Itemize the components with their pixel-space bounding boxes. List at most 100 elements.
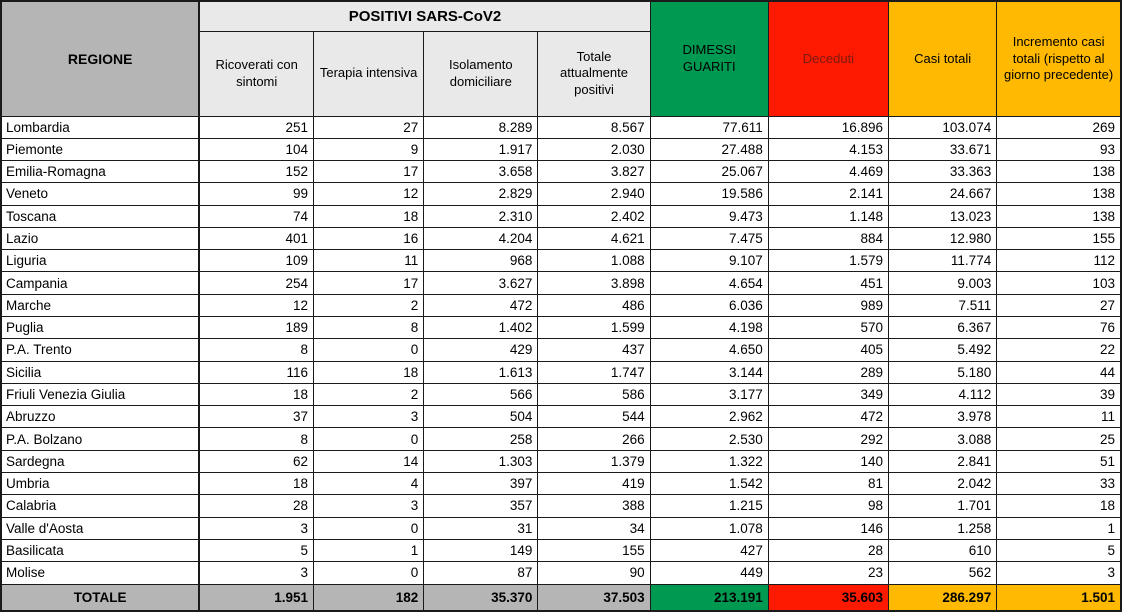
cell-incremento-casi-totali: 93 [996, 137, 1122, 162]
cell-deceduti: 140 [767, 449, 890, 474]
totale-incremento-casi-totali: 1.501 [996, 583, 1122, 612]
cell-ricoverati-con-sintomi: 37 [198, 405, 315, 429]
cell-totale-attualmente-positivi: 1.088 [537, 249, 651, 273]
cell-terapia-intensiva: 3 [313, 494, 425, 518]
cell-ricoverati-con-sintomi: 152 [198, 160, 315, 184]
cell-terapia-intensiva: 18 [313, 204, 425, 228]
cell-casi-totali: 5.180 [888, 360, 998, 384]
cell-isolamento-domiciliare: 1.303 [423, 449, 539, 474]
header-deceduti: Deceduti [767, 0, 890, 117]
cell-ricoverati-con-sintomi: 62 [198, 449, 315, 474]
region-name: Piemonte [0, 137, 201, 162]
cell-dimessi-guariti: 1.215 [649, 494, 769, 518]
region-name: Liguria [0, 249, 201, 273]
cell-terapia-intensiva: 27 [313, 115, 425, 139]
table-row: Campania 254 17 3.627 3.898 4.654 451 9.003 103 [0, 271, 1122, 295]
totale-ricoverati-con-sintomi: 1.951 [198, 583, 315, 612]
cell-incremento-casi-totali: 112 [996, 249, 1122, 273]
header-positivi-sars-cov2: POSITIVI SARS-CoV2 [198, 0, 651, 32]
cell-incremento-casi-totali: 76 [996, 316, 1122, 340]
cell-incremento-casi-totali: 22 [996, 338, 1122, 362]
cell-totale-attualmente-positivi: 1.747 [537, 360, 651, 384]
cell-isolamento-domiciliare: 1.402 [423, 316, 539, 340]
table-row: Calabria 28 3 357 388 1.215 98 1.701 18 [0, 494, 1122, 518]
cell-isolamento-domiciliare: 1.613 [423, 360, 539, 384]
cell-incremento-casi-totali: 39 [996, 382, 1122, 407]
cell-totale-attualmente-positivi: 388 [537, 494, 651, 518]
cell-deceduti: 451 [767, 271, 890, 295]
cell-totale-attualmente-positivi: 2.030 [537, 137, 651, 162]
cell-totale-attualmente-positivi: 544 [537, 405, 651, 429]
cell-dimessi-guariti: 27.488 [649, 137, 769, 162]
cell-casi-totali: 1.258 [888, 516, 998, 540]
table-row: Friuli Venezia Giulia 18 2 566 586 3.177 349 4.… [0, 382, 1122, 407]
cell-dimessi-guariti: 1.542 [649, 471, 769, 496]
cell-isolamento-domiciliare: 397 [423, 471, 539, 496]
cell-incremento-casi-totali: 1 [996, 516, 1122, 540]
cell-ricoverati-con-sintomi: 401 [198, 226, 315, 251]
cell-ricoverati-con-sintomi: 18 [198, 471, 315, 496]
table-row: Umbria 18 4 397 419 1.542 81 2.042 33 [0, 471, 1122, 496]
cell-isolamento-domiciliare: 472 [423, 293, 539, 318]
cell-ricoverati-con-sintomi: 74 [198, 204, 315, 228]
cell-terapia-intensiva: 9 [313, 137, 425, 162]
cell-incremento-casi-totali: 269 [996, 115, 1122, 139]
cell-casi-totali: 7.511 [888, 293, 998, 318]
region-name: Basilicata [0, 538, 201, 563]
cell-terapia-intensiva: 3 [313, 405, 425, 429]
cell-casi-totali: 4.112 [888, 382, 998, 407]
region-name: P.A. Bolzano [0, 427, 201, 451]
cell-deceduti: 146 [767, 516, 890, 540]
cell-dimessi-guariti: 6.036 [649, 293, 769, 318]
cell-isolamento-domiciliare: 3.627 [423, 271, 539, 295]
table-row: Basilicata 5 1 149 155 427 28 610 5 [0, 538, 1122, 563]
cell-incremento-casi-totali: 51 [996, 449, 1122, 474]
table-row: Sardegna 62 14 1.303 1.379 1.322 140 2.841 51 [0, 449, 1122, 474]
cell-casi-totali: 24.667 [888, 182, 998, 206]
cell-isolamento-domiciliare: 149 [423, 538, 539, 563]
cell-deceduti: 472 [767, 405, 890, 429]
table-row: Emilia-Romagna 152 17 3.658 3.827 25.067 4.469… [0, 160, 1122, 184]
table-row: Piemonte 104 9 1.917 2.030 27.488 4.153 33.671 9… [0, 137, 1122, 162]
region-name: Calabria [0, 494, 201, 518]
table-row: P.A. Trento 8 0 429 437 4.650 405 5.492 22 [0, 338, 1122, 362]
region-name: Sardegna [0, 449, 201, 474]
totale-terapia-intensiva: 182 [313, 583, 425, 612]
cell-dimessi-guariti: 77.611 [649, 115, 769, 139]
cell-isolamento-domiciliare: 968 [423, 249, 539, 273]
region-name: Veneto [0, 182, 201, 206]
region-name: Campania [0, 271, 201, 295]
cell-terapia-intensiva: 1 [313, 538, 425, 563]
table-row: Molise 3 0 87 90 449 23 562 3 [0, 561, 1122, 585]
cell-totale-attualmente-positivi: 90 [537, 561, 651, 585]
cell-ricoverati-con-sintomi: 5 [198, 538, 315, 563]
cell-casi-totali: 9.003 [888, 271, 998, 295]
cell-isolamento-domiciliare: 2.829 [423, 182, 539, 206]
table-row: Liguria 109 11 968 1.088 9.107 1.579 11.774 112 [0, 249, 1122, 273]
cell-totale-attualmente-positivi: 437 [537, 338, 651, 362]
cell-terapia-intensiva: 4 [313, 471, 425, 496]
cell-dimessi-guariti: 2.962 [649, 405, 769, 429]
cell-deceduti: 405 [767, 338, 890, 362]
table-row: Puglia 189 8 1.402 1.599 4.198 570 6.367 76 [0, 316, 1122, 340]
cell-deceduti: 23 [767, 561, 890, 585]
cell-ricoverati-con-sintomi: 104 [198, 137, 315, 162]
cell-deceduti: 570 [767, 316, 890, 340]
totale-isolamento-domiciliare: 35.370 [423, 583, 539, 612]
totale-dimessi-guariti: 213.191 [649, 583, 769, 612]
header-casi-totali: Casi totali [888, 0, 998, 117]
cell-ricoverati-con-sintomi: 251 [198, 115, 315, 139]
cell-dimessi-guariti: 3.144 [649, 360, 769, 384]
cell-casi-totali: 562 [888, 561, 998, 585]
cell-casi-totali: 33.671 [888, 137, 998, 162]
cell-casi-totali: 1.701 [888, 494, 998, 518]
totale-casi-totali: 286.297 [888, 583, 998, 612]
cell-totale-attualmente-positivi: 34 [537, 516, 651, 540]
cell-terapia-intensiva: 2 [313, 293, 425, 318]
cell-incremento-casi-totali: 33 [996, 471, 1122, 496]
cell-deceduti: 1.148 [767, 204, 890, 228]
cell-totale-attualmente-positivi: 4.621 [537, 226, 651, 251]
cell-casi-totali: 11.774 [888, 249, 998, 273]
cell-ricoverati-con-sintomi: 8 [198, 427, 315, 451]
cell-deceduti: 989 [767, 293, 890, 318]
